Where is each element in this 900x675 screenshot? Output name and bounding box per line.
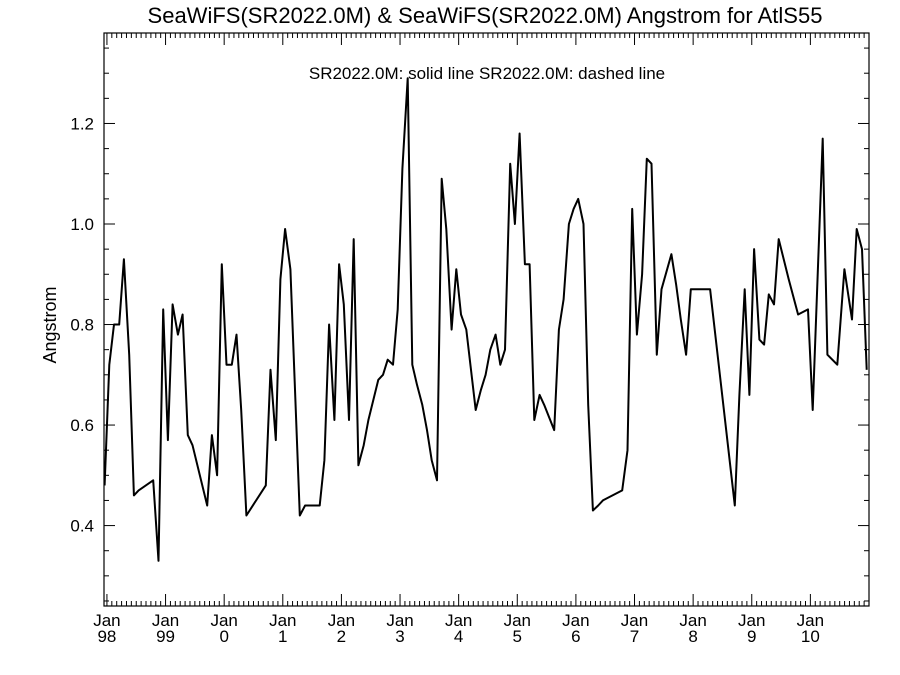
plot-frame [103, 32, 870, 607]
x-tick-label-month: Jan [445, 611, 472, 630]
y-tick-label: 0.4 [70, 517, 94, 536]
x-tick-label-year: 5 [513, 627, 522, 646]
x-tick-label-year: 4 [454, 627, 463, 646]
x-tick-label-month: Jan [797, 611, 824, 630]
x-tick-label-year: 0 [219, 627, 228, 646]
y-axis-label: Angstrom [40, 286, 60, 363]
x-tick-label-year: 1 [278, 627, 287, 646]
x-tick-label-month: Jan [621, 611, 648, 630]
x-tick-label-month: Jan [562, 611, 589, 630]
x-tick-label-year: 3 [395, 627, 404, 646]
series-layer [103, 77, 868, 562]
x-tick-label-month: Jan [210, 611, 237, 630]
x-tick-label-year: 8 [688, 627, 697, 646]
chart-title: SeaWiFS(SR2022.0M) & SeaWiFS(SR2022.0M) … [148, 3, 823, 28]
x-tick-label-month: Jan [386, 611, 413, 630]
x-tick-label-month: Jan [269, 611, 296, 630]
axis-ticks [104, 33, 870, 606]
x-tick-label-year: 98 [97, 627, 116, 646]
x-tick-label-year: 2 [337, 627, 346, 646]
y-tick-label: 0.8 [70, 316, 94, 335]
x-tick-label-month: Jan [93, 611, 120, 630]
x-tick-label-month: Jan [738, 611, 765, 630]
y-tick-label: 1.2 [70, 114, 94, 133]
x-tick-label-month: Jan [328, 611, 355, 630]
series-line-solid [103, 77, 868, 562]
x-tick-label-month: Jan [679, 611, 706, 630]
x-tick-label-year: 99 [156, 627, 175, 646]
legend-text: SR2022.0M: solid line SR2022.0M: dashed … [309, 64, 665, 83]
y-tick-label: 0.6 [70, 416, 94, 435]
y-tick-label: 1.0 [70, 215, 94, 234]
x-tick-label-year: 7 [630, 627, 639, 646]
x-tick-label-month: Jan [504, 611, 531, 630]
tick-labels: 0.40.60.81.01.2Jan98Jan99Jan0Jan1Jan2Jan… [70, 114, 824, 646]
x-tick-label-year: 6 [571, 627, 580, 646]
x-tick-label-year: 10 [801, 627, 820, 646]
x-tick-label-month: Jan [152, 611, 179, 630]
x-tick-label-year: 9 [747, 627, 756, 646]
